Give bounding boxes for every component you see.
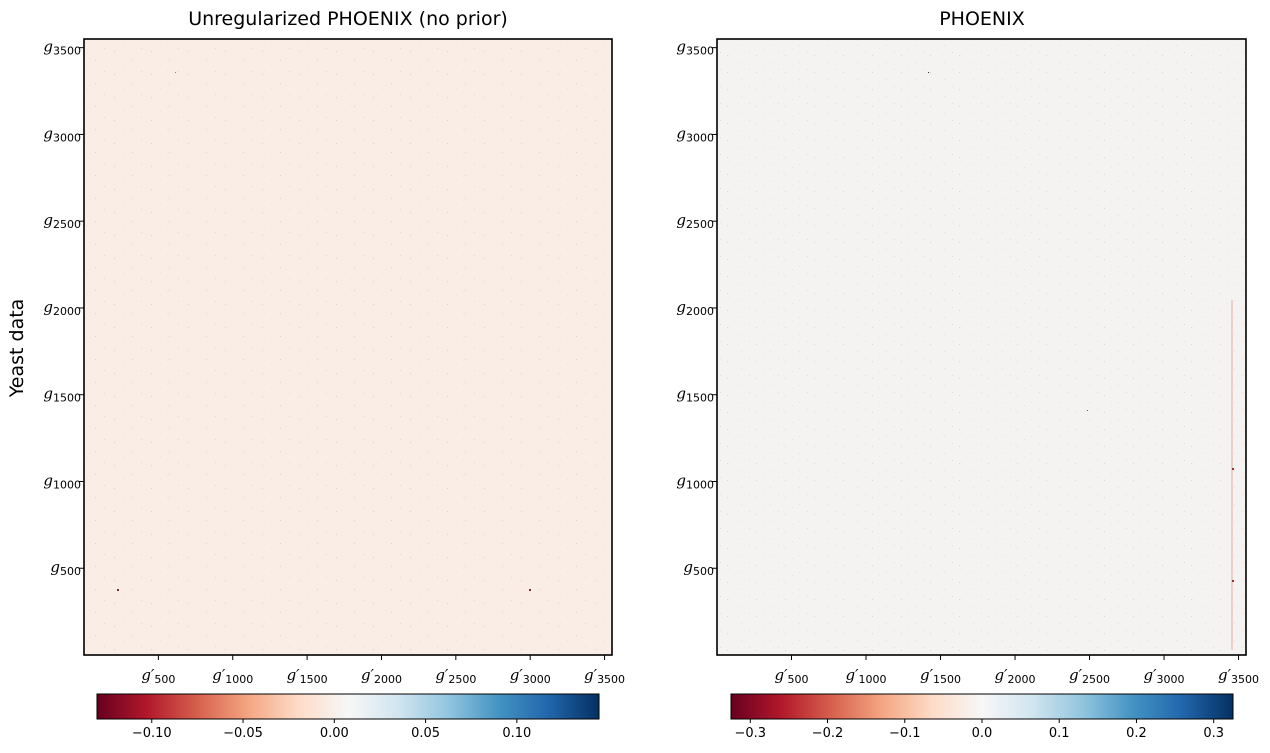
- colorbar-tick-label: −0.10: [132, 726, 172, 741]
- colorbar: −0.3 −0.2 −0.1 0.0 0.1 0.2 0.3: [730, 693, 1234, 741]
- y-tick-label: g2500: [43, 211, 81, 231]
- outlier-dot: [117, 589, 119, 591]
- y-tick-label: g500: [50, 558, 81, 578]
- axes-frame: [716, 38, 1247, 656]
- outlier-dot: [175, 72, 176, 73]
- heatmap-panel-phoenix: PHOENIX g′500 g′1000 g′1500 g′2000 g′2500 g′3…: [676, 8, 1259, 741]
- outlier-dot: [1087, 410, 1088, 411]
- y-tick-label: g1000: [43, 471, 81, 491]
- x-tick-label: g′3000: [1144, 666, 1185, 686]
- panel-title: PHOENIX: [939, 8, 1025, 30]
- outlier-dot: [529, 589, 531, 591]
- colorbar-tick-label: −0.1: [889, 726, 921, 741]
- y-tick-label: g3500: [676, 38, 714, 58]
- y-tick-label: g3000: [676, 124, 714, 144]
- colorbar-tick-label: −0.05: [223, 726, 263, 741]
- x-tick-label: g′1500: [287, 666, 328, 686]
- y-tick-label: g2000: [43, 298, 81, 318]
- figure-ylabel: Yeast data: [6, 299, 28, 399]
- x-tick-label: g′2000: [361, 666, 402, 686]
- heatmap-panel-unregularized: Unregularized PHOENIX (no prior) g′500 g′…: [43, 8, 625, 741]
- x-tick-label: g′1000: [212, 666, 253, 686]
- colorbar-gradient: [730, 693, 1234, 720]
- y-tick-label: g2000: [676, 298, 714, 318]
- x-tick-label: g′500: [774, 666, 808, 686]
- x-tick-label: g′1500: [920, 666, 961, 686]
- colorbar-gradient: [96, 693, 600, 720]
- colorbar-ticks: −0.3 −0.2 −0.1 0.0 0.1 0.2 0.3: [735, 719, 1224, 741]
- y-tick-label: g1000: [676, 471, 714, 491]
- colorbar-tick-label: 0.1: [1049, 726, 1070, 741]
- right-edge-streak: [1231, 300, 1233, 650]
- x-axis-ticks: g′500 g′1000 g′1500 g′2000 g′2500 g′3000 g′350…: [774, 655, 1259, 686]
- x-tick-label: g′2000: [995, 666, 1036, 686]
- outlier-dot: [1232, 580, 1234, 582]
- heatmap-texture: [717, 39, 1246, 655]
- y-tick-label: g3500: [43, 38, 81, 58]
- y-tick-label: g1500: [43, 385, 81, 405]
- axes-frame: [83, 38, 613, 656]
- colorbar-tick-label: 0.10: [502, 726, 531, 741]
- x-tick-label: g′3500: [1218, 666, 1259, 686]
- panel-title: Unregularized PHOENIX (no prior): [188, 8, 508, 30]
- colorbar: −0.10 −0.05 0.00 0.05 0.10: [96, 693, 600, 741]
- x-tick-label: g′1000: [846, 666, 887, 686]
- x-tick-label: g′2500: [435, 666, 476, 686]
- colorbar-ticks: −0.10 −0.05 0.00 0.05 0.10: [132, 719, 531, 741]
- outlier-dot: [928, 72, 929, 73]
- heatmap-texture: [84, 39, 612, 655]
- y-axis-ticks: g500 g1000 g1500 g2000 g2500 g3000 g3500: [43, 38, 84, 578]
- y-axis-ticks: g500 g1000 g1500 g2000 g2500 g3000 g3500: [676, 38, 717, 578]
- y-tick-label: g2500: [676, 211, 714, 231]
- outlier-dot: [1232, 468, 1234, 470]
- y-tick-label: g3000: [43, 124, 81, 144]
- x-tick-label: g′500: [141, 666, 175, 686]
- colorbar-tick-label: 0.00: [320, 726, 349, 741]
- colorbar-tick-label: −0.3: [735, 726, 767, 741]
- colorbar-tick-label: 0.3: [1203, 726, 1224, 741]
- x-tick-label: g′3500: [584, 666, 625, 686]
- y-tick-label: g1500: [676, 385, 714, 405]
- colorbar-tick-label: 0.05: [411, 726, 440, 741]
- colorbar-tick-label: 0.0: [972, 726, 993, 741]
- colorbar-tick-label: −0.2: [812, 726, 844, 741]
- y-tick-label: g500: [683, 558, 714, 578]
- colorbar-tick-label: 0.2: [1126, 726, 1147, 741]
- x-axis-ticks: g′500 g′1000 g′1500 g′2000 g′2500 g′3000 g′350…: [141, 655, 625, 686]
- x-tick-label: g′2500: [1069, 666, 1110, 686]
- x-tick-label: g′3000: [510, 666, 551, 686]
